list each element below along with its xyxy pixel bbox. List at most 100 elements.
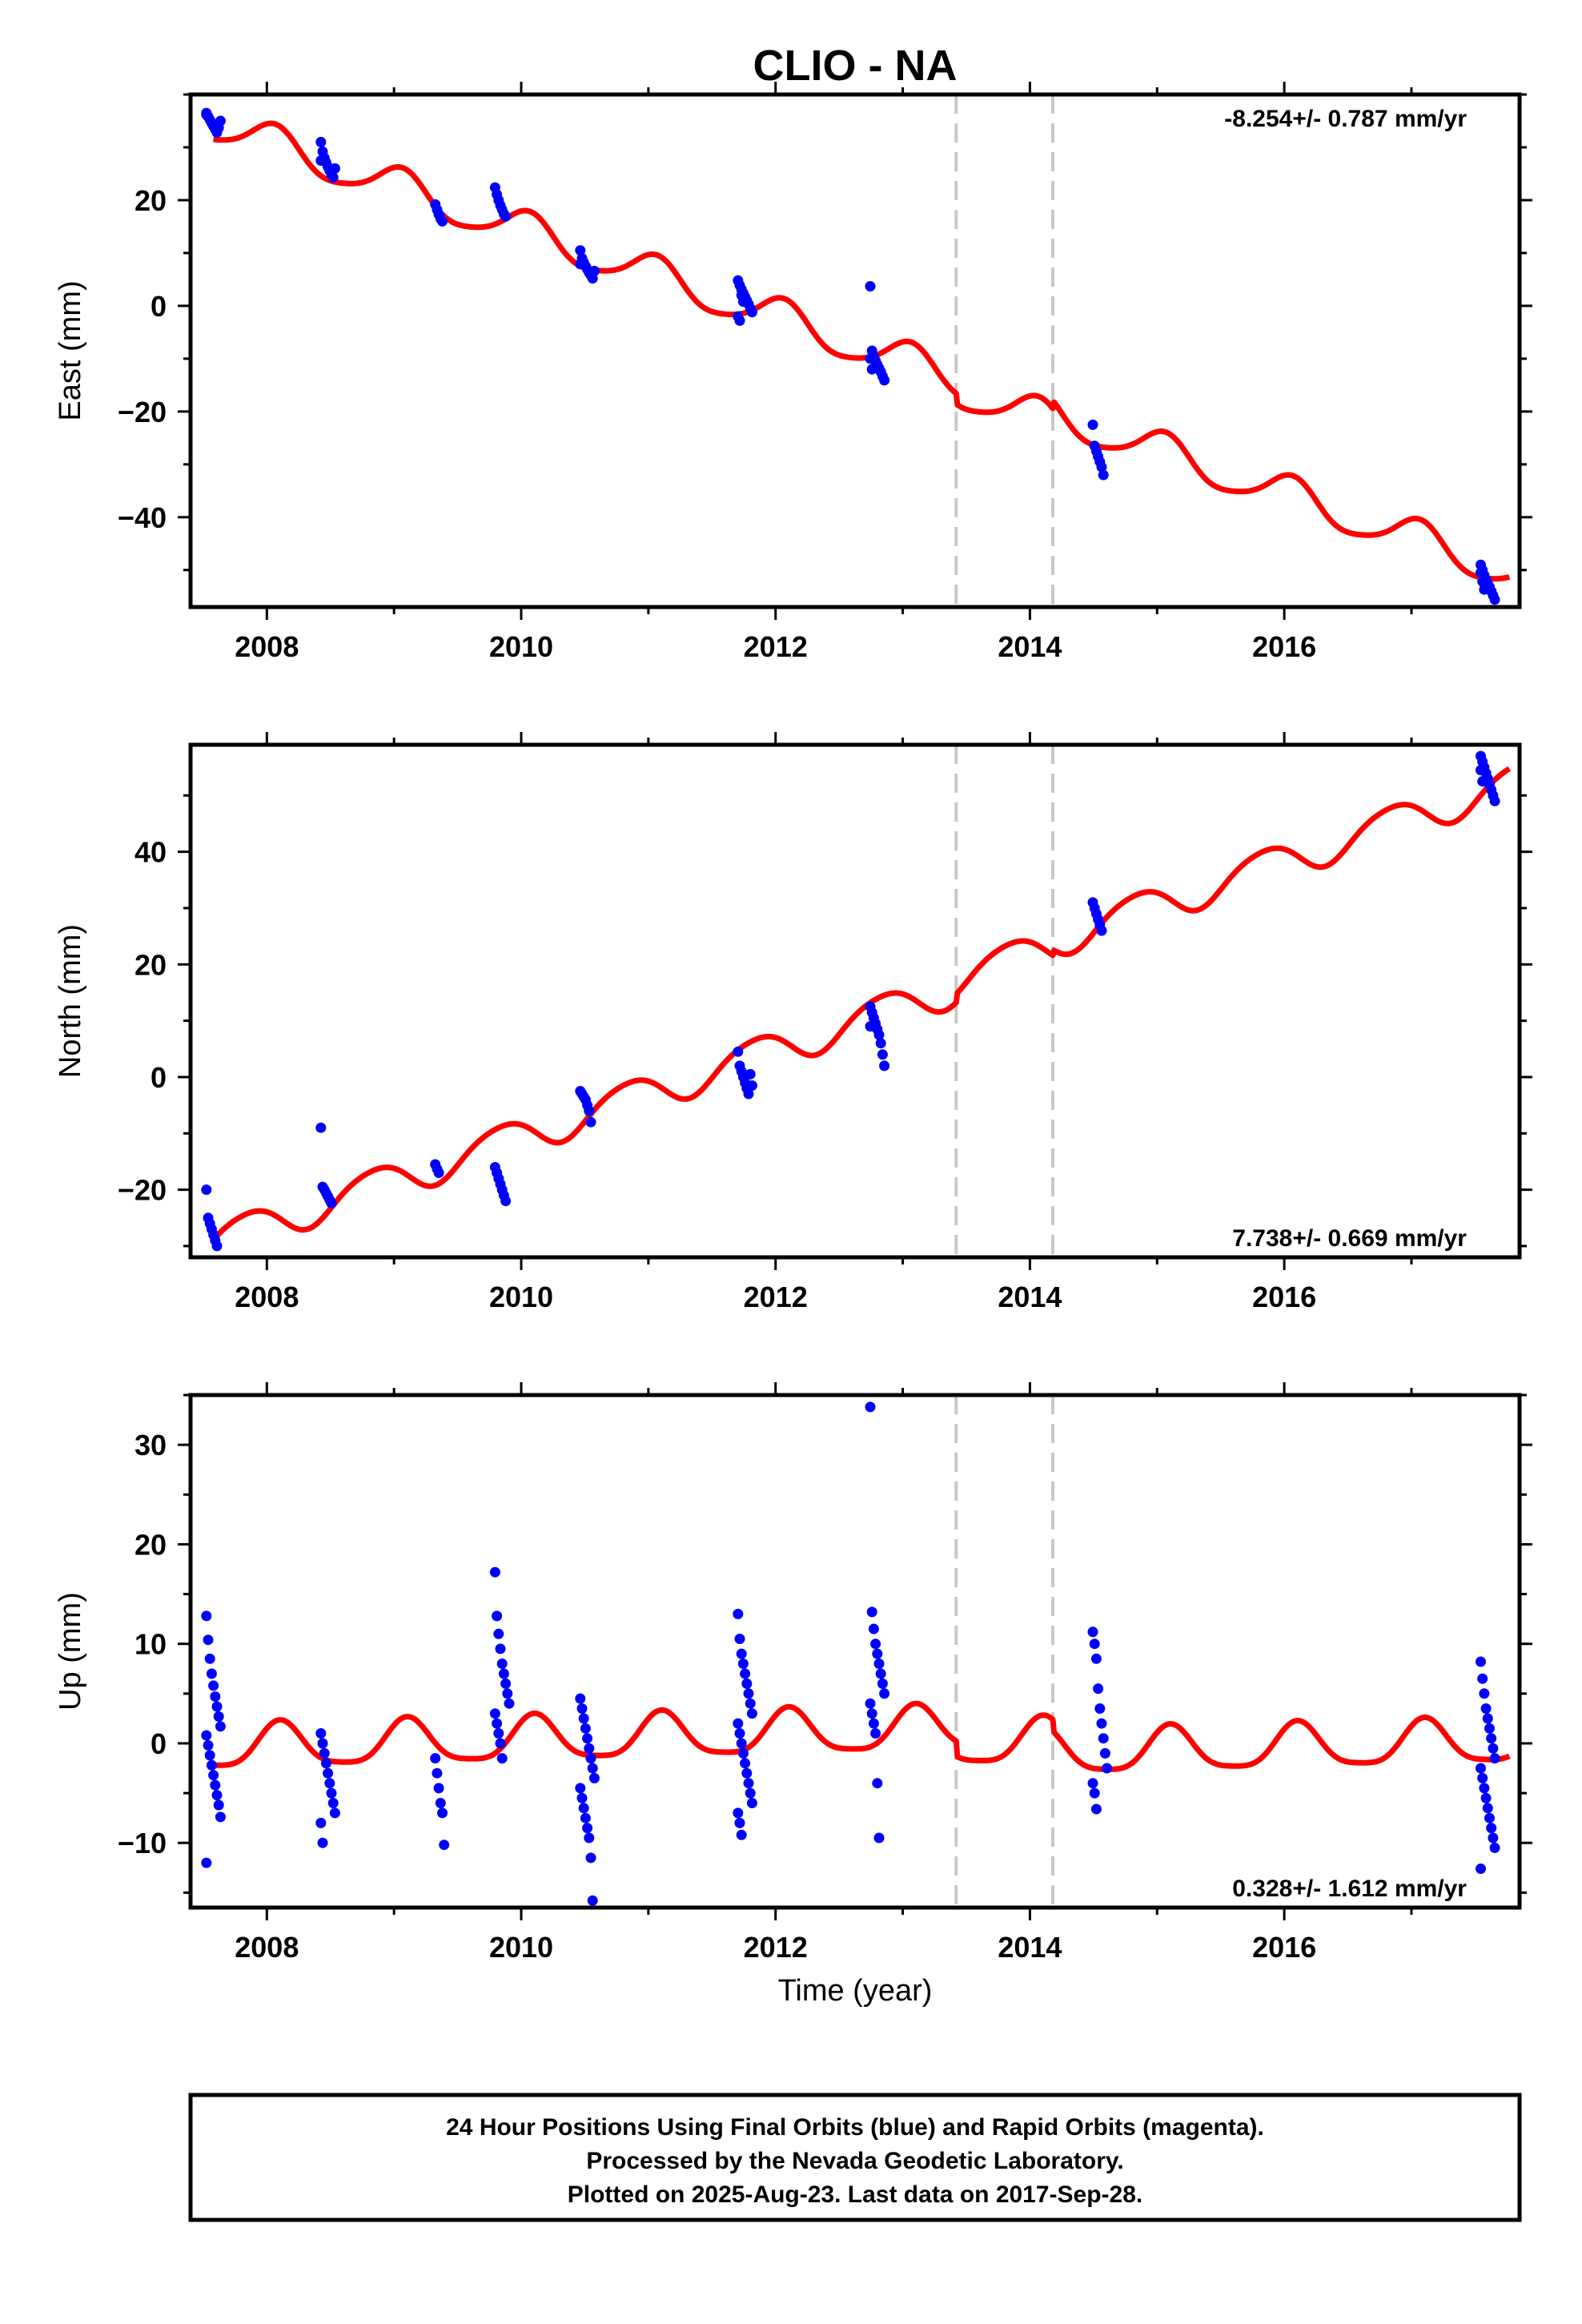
- up-data-point: [315, 1817, 327, 1828]
- up-data-point: [201, 1857, 212, 1868]
- east-x-tick-label: 2012: [744, 630, 808, 663]
- north-data-point: [1477, 776, 1488, 787]
- up-data-point: [498, 1668, 509, 1679]
- east-y-tick-label: 0: [151, 290, 167, 323]
- up-data-point: [578, 1803, 589, 1814]
- up-data-point: [1089, 1638, 1100, 1650]
- up-data-point: [733, 1718, 744, 1729]
- up-y-tick-label: 30: [135, 1429, 167, 1462]
- up-data-point: [737, 1659, 749, 1669]
- up-y-tick-label: −10: [118, 1827, 167, 1860]
- up-model-line: [211, 1700, 1512, 1772]
- north-data-point: [326, 1198, 337, 1208]
- north-rate-label: 7.738+/- 0.669 mm/yr: [1232, 1225, 1467, 1252]
- east-data-point: [746, 307, 757, 318]
- up-data-point: [745, 1698, 756, 1709]
- up-data-point: [329, 1807, 340, 1819]
- east-data-point: [1479, 584, 1490, 595]
- north-data-point: [879, 1060, 890, 1072]
- up-data-point: [872, 1648, 883, 1659]
- east-data-point: [865, 353, 876, 364]
- up-data-point: [879, 1688, 890, 1699]
- up-data-point: [326, 1787, 337, 1799]
- footer-line-2: Processed by the Nevada Geodetic Laborat…: [586, 2148, 1123, 2174]
- north-panel-frame: [188, 742, 1522, 1260]
- up-data-point: [582, 1733, 593, 1744]
- east-data-point: [437, 215, 448, 227]
- up-data-point: [1090, 1653, 1102, 1664]
- up-data-point: [873, 1659, 885, 1669]
- east-data-point: [1087, 419, 1098, 430]
- up-data-point: [208, 1770, 219, 1781]
- up-data-point: [746, 1798, 757, 1808]
- up-data-point: [213, 1799, 224, 1811]
- east-y-tick-label: −20: [118, 396, 167, 428]
- up-data-point: [204, 1750, 215, 1761]
- up-x-tick-label: 2012: [744, 1931, 808, 1964]
- north-x-tick-label: 2012: [744, 1281, 808, 1313]
- up-data-point: [213, 1711, 224, 1722]
- east-data-point: [315, 136, 327, 147]
- east-data-point: [215, 115, 226, 127]
- north-step-lines: [954, 745, 1055, 1257]
- up-data-point: [320, 1758, 331, 1769]
- up-data-point: [587, 1895, 598, 1906]
- east-panel-frame: [188, 92, 1522, 609]
- north-data-point: [877, 1049, 888, 1060]
- up-data-point: [210, 1691, 221, 1702]
- up-data-point: [317, 1837, 328, 1848]
- east-y-axis-label: East (mm): [54, 280, 87, 420]
- up-x-tick-label: 2016: [1252, 1931, 1316, 1964]
- north-axis-ticks: 2008 2010 2012 2014 2016 −20 0 20 40: [118, 732, 1532, 1313]
- up-data-point: [437, 1807, 448, 1819]
- north-model-line: [211, 766, 1512, 1242]
- up-data-point: [1093, 1683, 1104, 1695]
- up-data-point: [745, 1787, 756, 1799]
- north-data-point: [315, 1122, 327, 1133]
- up-data-point: [734, 1817, 745, 1828]
- up-data-point: [733, 1608, 744, 1619]
- up-rate-label: 0.328+/- 1.612 mm/yr: [1232, 1876, 1467, 1902]
- up-data-point: [865, 1401, 876, 1413]
- up-data-point: [578, 1713, 589, 1724]
- north-data-point: [211, 1240, 223, 1252]
- north-data-point: [733, 1046, 744, 1057]
- up-data-point: [1090, 1803, 1102, 1815]
- up-data-point: [877, 1678, 888, 1689]
- east-data-point: [734, 315, 745, 326]
- north-data-point: [500, 1196, 512, 1207]
- up-data-point: [734, 1728, 745, 1739]
- up-data-point: [737, 1747, 749, 1759]
- east-data-point: [500, 211, 512, 222]
- up-y-axis-label: Up (mm): [54, 1592, 87, 1711]
- up-data-point: [206, 1668, 217, 1679]
- up-data-point: [1479, 1688, 1490, 1699]
- up-data-point: [865, 1698, 876, 1709]
- panel-up: 2008 2010 2012 2014 2016 −10 0 10 20 30 Up (mm) 0…: [54, 1382, 1532, 1964]
- up-data-point: [875, 1668, 886, 1679]
- up-data-point: [740, 1668, 751, 1679]
- east-data-point: [315, 155, 327, 166]
- up-data-point: [204, 1653, 215, 1664]
- east-model-curve: [211, 120, 1512, 582]
- up-data-point: [868, 1718, 879, 1729]
- up-data-point: [495, 1738, 506, 1749]
- up-data-point: [430, 1753, 441, 1764]
- east-data-point: [329, 163, 340, 174]
- up-data-point: [580, 1812, 591, 1823]
- up-data-point: [587, 1763, 598, 1774]
- up-y-tick-label: 0: [151, 1727, 167, 1760]
- north-y-tick-label: 0: [151, 1061, 167, 1094]
- east-data-point: [866, 364, 877, 375]
- up-data-point: [743, 1778, 754, 1789]
- up-data-point: [1486, 1733, 1497, 1744]
- up-data-point: [211, 1790, 223, 1801]
- up-data-point: [1089, 1787, 1100, 1799]
- up-data-point: [1484, 1812, 1495, 1823]
- up-data-point: [433, 1783, 444, 1794]
- up-data-point: [1479, 1783, 1490, 1794]
- east-step-lines: [954, 94, 1055, 607]
- up-data-point: [324, 1778, 335, 1789]
